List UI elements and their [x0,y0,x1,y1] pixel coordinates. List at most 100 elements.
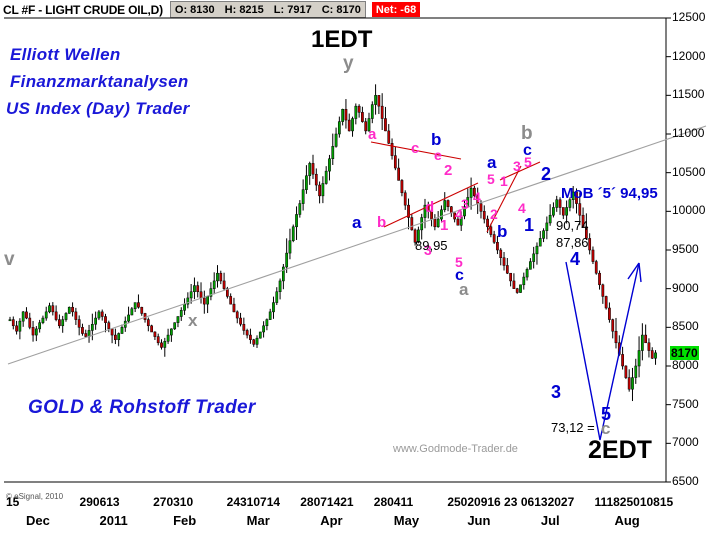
date-tick-days: 290613 [79,495,120,509]
annotation-wave-3-mag-b: 3 [461,196,469,212]
annotation-wave-a-blue-mid: a [487,153,497,172]
close-value: C: 8170 [321,3,361,16]
date-tick-days: 111825010815 [594,495,674,509]
annotation-wave-c-blue-a: c [455,267,464,284]
price-tick-7000: 7000 [672,435,699,450]
trendline-resistance-red-upper [370,141,462,160]
date-tick-days: 06132027 [520,495,575,509]
date-tick-days: 270310 [153,495,194,509]
net-change-badge: Net: -68 [371,2,421,17]
annotation-wave-2-mag-top: 2 [444,162,453,179]
annotation-wave-3-mag-a: 3 [424,242,432,258]
annotation-wave-1edt: 1EDT [311,26,373,53]
date-tick-month: Aug [614,513,640,528]
date-tick-month: May [393,513,420,528]
low-value: L: 7917 [273,3,312,16]
price-tick-9500: 9500 [672,242,699,256]
date-tick-month: Jun [467,513,491,528]
last-price-tag: 8170 [670,345,699,360]
annotation-wave-a-gray-low: a [459,280,469,299]
annotation-wave-2-mag-b: 2 [490,206,498,222]
date-tick-days: 25020916 23 [447,495,518,509]
trendline-impulse-red-small [486,165,522,233]
price-tick-8000: 8000 [672,358,699,372]
annotation-wave-5-mag-c: 5 [524,154,532,170]
price-tick-8500: 8500 [672,319,699,334]
annotation-wave-4-mag-a: 4 [455,206,463,222]
annotation-wave-c-gray-low: c [601,419,611,438]
annotation-wave-1-mag-a: 1 [440,217,449,234]
price-tick-12000: 12000 [672,48,706,63]
price-tick-10500: 10500 [672,164,706,179]
annotation-wave-5-mag-b: 5 [487,171,495,187]
date-tick-days: 28071421 [300,495,354,509]
copyright-notice: © eSignal, 2010 [6,492,64,501]
site-watermark: www.Godmode-Trader.de [393,443,518,455]
annotation-wave-b-gray-top: b [521,123,533,144]
date-tick-days: 280411 [373,495,414,509]
price-tick-9000: 9000 [672,280,699,295]
annotation-wave-b-blue-top: b [431,130,442,149]
date-tick-month: Mar [246,513,270,528]
price-tick-11000: 11000 [672,126,705,140]
brand-line-2: Finanzmarktanalysen [10,72,189,91]
price-tick-6500: 6500 [672,474,699,488]
high-value: H: 8215 [224,3,264,16]
price-tick-11500: 11500 [672,87,705,102]
annotation-wave-4-mag-b: 4 [473,189,481,205]
date-tick-days: 15 [6,495,20,509]
chart-header: CL #F - LIGHT CRUDE OIL,D) O: 8130 H: 82… [3,1,421,18]
annotation-wave-a-blue-low: a [352,213,362,232]
date-tick-month: 2011 [99,513,128,528]
annotation-wave-4-mag-c: 4 [518,200,526,216]
date-tick-month: Dec [26,513,50,528]
annotation-price-8786: 87,86 [556,235,589,250]
brand-line-3: US Index (Day) Trader [6,99,190,118]
trendline-group [7,125,707,365]
brand-bottom: GOLD & Rohstoff Trader [28,397,256,418]
brand-line-1: Elliott Wellen [10,45,121,64]
price-tick-12500: 12500 [672,10,706,24]
date-tick-month: Feb [173,513,197,528]
price-tick-10000: 10000 [672,203,706,218]
date-tick-month: Jul [540,513,560,528]
annotation-wave-1-mag-b: 1 [500,173,508,189]
date-tick-month: Apr [320,513,343,528]
annotation-wave-d-mag: d [425,199,435,216]
trendline-support-gray-long [7,125,707,365]
date-tick-days: 24310714 [226,495,281,509]
annotation-wave-4-blue: 4 [570,249,581,269]
trendline-impulse-red-small2 [499,161,541,181]
annotation-wave-v-left: v [4,249,15,270]
annotation-wave-2edt: 2EDT [588,436,652,464]
annotation-wave-y-top: y [343,53,354,74]
annotation-price-7312: 73,12 = [551,420,595,435]
forecast-projection [565,261,642,441]
candlestick-series [8,84,657,402]
trendline-support-red-lower [383,182,479,228]
price-tick-7500: 7500 [672,396,699,411]
annotation-wave-b-mag-low: b [377,214,387,231]
annotation-wave-x-left: x [188,311,198,330]
annotation-wave-5-mag-a: 5 [455,254,463,270]
annotation-wave-2-blue: 2 [541,164,552,184]
annotation-wave-3-blue: 3 [551,382,562,402]
annotation-wave-1-blue: 1 [524,215,535,235]
annotation-wave-5-blue: 5 [601,404,612,424]
annotation-wave-e-mag: e [434,147,442,163]
annotation-wave-c-blue-top: c [523,142,532,159]
open-value: O: 8130 [174,3,215,16]
annotation-wave-3-mag-c: 3 [513,158,521,174]
annotation-price-8995: 89,95 [415,238,448,253]
annotation-mob-target: MoB ´5´ 94,95 [561,185,658,202]
annotation-price-9074: 90,74 [556,218,589,233]
annotation-wave-c-mag: c [411,140,420,157]
symbol-title: CL #F - LIGHT CRUDE OIL,D) [3,2,163,17]
annotation-wave-a-mag-top: a [368,126,377,143]
annotation-wave-b-blue-mid: b [497,222,508,241]
